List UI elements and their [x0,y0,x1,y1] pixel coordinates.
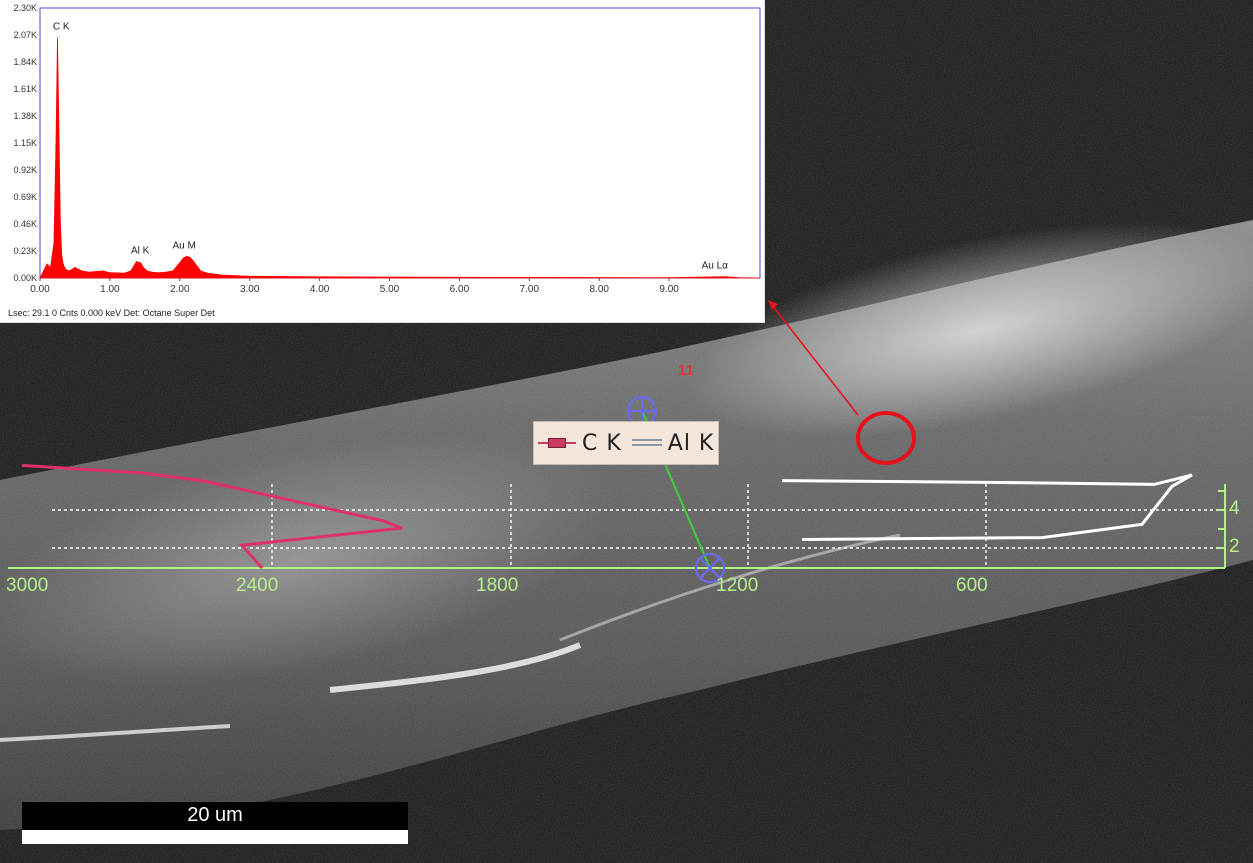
spectrum-x-tick: 6.00 [450,284,470,295]
linescan-x-tick: 3000 [6,575,49,596]
spectrum-y-tick: 0.00K [13,273,37,283]
alk-legend-swatch [631,438,662,448]
linescan-x-tick: 1800 [476,575,519,596]
spectrum-y-tick: 1.84K [13,57,37,67]
eds-spectrum-panel: 0.00K 0.23K 0.46K 0.69K 0.92K 1.15K 1.38K 1.61K… [0,0,765,323]
eds-spectrum-chart: 0.00K 0.23K 0.46K 0.69K 0.92K 1.15K 1.38K 1.61K… [13,3,761,295]
alk-legend-label: Al K [667,430,715,456]
spectrum-x-tick: 0.00 [30,284,50,295]
linescan-y-tick-2: 2 [1229,536,1240,557]
spectrum-y-tick: 0.92K [13,165,37,175]
linescan-grid [52,484,1225,568]
analysis-point-number: 11 [678,362,694,379]
spectrum-peak-label: Au M [173,240,196,251]
spectrum-x-tick: 3.00 [240,284,260,295]
ck-linescan-trace [21,463,403,569]
pointer-arrow [771,304,859,416]
linescan-x-tick: 600 [956,575,988,596]
spectrum-peak-label: C K [53,21,70,32]
scale-bar-label: 20 um [187,804,243,826]
linescan-x-tick: 1200 [716,575,759,596]
ck-legend-swatch [538,436,576,450]
scale-bar-line [22,830,408,844]
spectrum-status-line: Lsec: 29.1 0 Cnts 0.000 keV Det: Octane … [8,308,215,318]
linescan-y-tick-4: 4 [1229,498,1240,519]
scale-bar: 20 um [22,802,408,846]
spectrum-y-tick: 2.07K [13,30,37,40]
spectrum-x-tick: 7.00 [520,284,540,295]
alk-linescan-trace [781,473,1193,541]
spectrum-y-tick: 0.46K [13,219,37,229]
spectrum-x-tick: 9.00 [659,284,679,295]
spectrum-y-tick: 1.15K [13,138,37,148]
linescan-x-tick: 2400 [236,575,279,596]
spectrum-y-tick: 0.69K [13,192,37,202]
spectrum-peak-label: Al K [131,246,150,257]
spectrum-x-tick: 5.00 [380,284,400,295]
scan-end-crosshair-icon [695,553,725,583]
spectrum-trace [39,37,761,279]
spectrum-peak-label: Au Lα [702,261,729,272]
spectrum-y-tick: 1.38K [13,111,37,121]
spectrum-x-tick: 2.00 [170,284,190,295]
arrowhead-icon [768,300,778,310]
scale-bar-box [22,802,408,830]
spectrum-y-tick: 2.30K [13,3,37,13]
spectrum-plot-frame [39,7,761,279]
linescan-legend: C K Al K [533,421,719,465]
spectrum-y-tick: 0.23K [13,246,37,256]
spectrum-x-tick: 1.00 [100,284,120,295]
spectrum-x-tick: 8.00 [589,284,609,295]
spectrum-y-tick: 1.61K [13,84,37,94]
ck-legend-label: C K [582,430,622,456]
spectrum-x-tick: 4.00 [310,284,330,295]
analysis-spot-marker [856,411,916,465]
